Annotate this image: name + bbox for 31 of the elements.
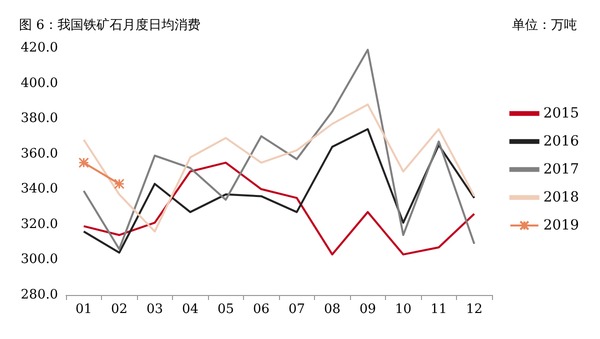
y-tick-label: 320.0 <box>20 216 58 232</box>
line-series <box>82 128 476 254</box>
y-tick-label: 340.0 <box>20 182 58 197</box>
x-tick-label: 04 <box>182 302 199 317</box>
y-tick-label: 380.0 <box>20 111 58 126</box>
legend-label: 2017 <box>543 162 580 178</box>
y-tick-label: 280.0 <box>20 288 58 302</box>
line-series <box>82 103 476 232</box>
y-tick-label: 300.0 <box>20 252 58 268</box>
y-tick-label: 400.0 <box>20 76 58 91</box>
x-tick-label: 10 <box>394 302 412 317</box>
line-series <box>82 48 476 250</box>
x-tick-label: 03 <box>146 302 164 317</box>
y-tick-label: 420.0 <box>20 40 58 56</box>
legend-label: 2018 <box>543 190 580 206</box>
line-series <box>82 162 476 256</box>
x-tick-label: 05 <box>217 302 234 317</box>
x-tick-label: 07 <box>288 302 306 317</box>
x-tick-label: 01 <box>75 302 92 317</box>
x-tick-label: 02 <box>110 302 128 317</box>
x-tick-label: 06 <box>252 302 270 317</box>
x-tick-label: 11 <box>430 302 448 317</box>
legend-label: 2016 <box>543 134 580 150</box>
legend-label: 2019 <box>543 218 580 234</box>
x-tick-label: 09 <box>359 302 376 317</box>
x-tick-label: 12 <box>466 302 483 317</box>
text: 单位：万吨 <box>512 18 577 33</box>
x-tick-label: 08 <box>324 302 341 317</box>
legend-label: 2015 <box>543 106 580 122</box>
y-tick-label: 360.0 <box>20 146 58 162</box>
chart-title: 图 6：我国铁矿石月度日均消费 <box>19 17 200 33</box>
